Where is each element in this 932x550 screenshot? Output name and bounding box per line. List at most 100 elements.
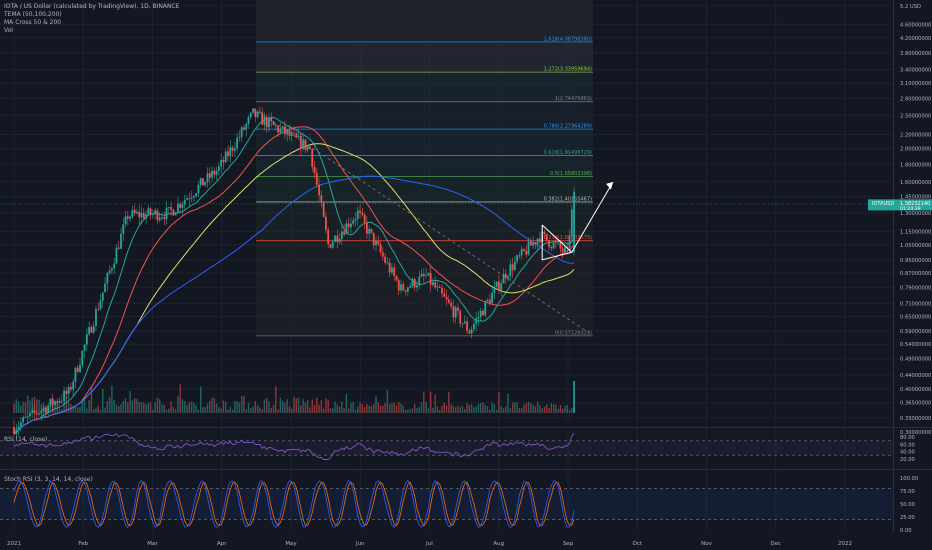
y-axis: 5.2 USD 4.60000000 4.20000000 3.80000000 3.4…: [0, 4, 932, 534]
candle-body: [70, 387, 72, 390]
candle-body: [51, 398, 54, 405]
candle-body: [493, 286, 496, 294]
candle-body: [561, 248, 564, 252]
candle-body: [345, 223, 348, 235]
candle-body: [523, 249, 525, 251]
volume-bar: [318, 404, 320, 413]
candle-body: [138, 211, 141, 218]
volume-bar: [363, 407, 366, 413]
candle-body: [170, 206, 172, 210]
candle-body: [477, 317, 480, 319]
volume-bar: [445, 405, 448, 413]
fib-label: 1.272(3.33959694): [544, 67, 592, 73]
moving-average-line: [13, 175, 575, 435]
candle-body: [338, 238, 341, 242]
volume-bar: [106, 400, 109, 413]
candle-body: [117, 247, 120, 249]
candle-body: [388, 262, 391, 273]
candle-body: [199, 178, 202, 185]
candle-body: [231, 147, 234, 151]
volume-bar: [461, 405, 464, 413]
y-tick-label: 0.33000000: [900, 416, 931, 422]
legend-ma-cross[interactable]: MA Cross 50 & 200: [4, 19, 62, 26]
candle-body: [42, 407, 45, 411]
candle-body: [422, 273, 425, 276]
legend-tema[interactable]: TEMA (50,100,200): [4, 11, 62, 18]
candle-body: [183, 199, 186, 205]
candle-body: [304, 139, 307, 150]
volume-bar: [450, 404, 452, 413]
volume-bar: [17, 401, 20, 413]
y-tick-label: 1.15000000: [900, 229, 931, 235]
y-tick-label: 0.40000000: [900, 387, 931, 393]
volume-bar: [489, 409, 491, 413]
candle-body: [197, 184, 200, 194]
volume-bar: [174, 409, 177, 413]
candle-body: [65, 390, 68, 395]
candle-body: [49, 398, 52, 406]
candle-body: [279, 128, 282, 133]
y-tick-label: 2.00000000: [900, 147, 931, 153]
candle-body: [147, 208, 150, 215]
candle-body: [375, 241, 377, 246]
y-tick-label: 0.30000000: [900, 430, 931, 436]
volume-bar: [502, 408, 505, 413]
volume-bar: [24, 402, 27, 413]
x-axis: 2021 Feb Mar Apr May Jun Jul Aug Sep Oct Nov Dec 202…: [7, 541, 852, 547]
candle-body: [174, 212, 177, 216]
volume-bar: [473, 407, 475, 413]
volume-bar: [297, 397, 300, 413]
volume-bar: [486, 406, 489, 413]
volume-bar: [338, 406, 341, 413]
candle-body: [311, 148, 314, 167]
volume-bar: [573, 381, 575, 413]
candle-body: [126, 216, 129, 219]
volume-bar: [514, 402, 516, 413]
chart-title: IOTA / US Dollar (calculated by TradingV…: [4, 3, 180, 10]
candle-body: [40, 410, 43, 414]
candle-body: [432, 282, 434, 285]
volume-bar: [391, 403, 393, 413]
candle-body: [140, 212, 143, 218]
stoch-pane-label[interactable]: Stoch RSI (3, 3, 14, 14, close): [4, 476, 93, 483]
candle-body: [350, 223, 352, 228]
x-tick-label: May: [285, 541, 297, 547]
volume-bar: [532, 404, 534, 413]
fib-band: [256, 101, 593, 130]
volume-bar: [118, 406, 120, 413]
volume-bar: [108, 396, 111, 413]
rsi-pane-label[interactable]: RSI (14, close): [4, 436, 48, 443]
volume-bar: [521, 408, 523, 413]
y-tick-label: 2.20000000: [900, 132, 931, 138]
candle-body: [427, 272, 430, 276]
candle-body: [263, 116, 266, 125]
candle-body: [101, 292, 104, 301]
candle-body: [302, 139, 305, 149]
y-tick-label: 4.20000000: [900, 36, 931, 42]
volume-bar: [259, 407, 261, 413]
candle-body: [548, 240, 550, 248]
volume-bar: [140, 401, 143, 413]
candle-body: [63, 390, 65, 401]
candle-body: [354, 218, 357, 221]
volume-bar: [115, 404, 118, 413]
volume-bar: [13, 403, 15, 413]
legend-volume[interactable]: Vol: [4, 27, 13, 34]
x-tick-label: Nov: [701, 541, 712, 547]
candle-body: [156, 210, 159, 221]
rsi-tick-label: 20.00: [900, 457, 915, 463]
volume-bar: [300, 405, 302, 413]
volume-bar: [209, 401, 211, 413]
candle-body: [110, 268, 113, 271]
volume-bar: [199, 386, 202, 413]
breakout-arrow: [571, 181, 614, 253]
volume-bar: [523, 404, 525, 413]
volume-bar: [133, 398, 136, 413]
volume-bar: [434, 394, 436, 413]
volume-bar: [548, 408, 550, 413]
candle-body: [245, 123, 248, 130]
candle-body: [438, 286, 441, 288]
volume-bar: [345, 393, 348, 413]
volume-bar: [163, 404, 165, 413]
